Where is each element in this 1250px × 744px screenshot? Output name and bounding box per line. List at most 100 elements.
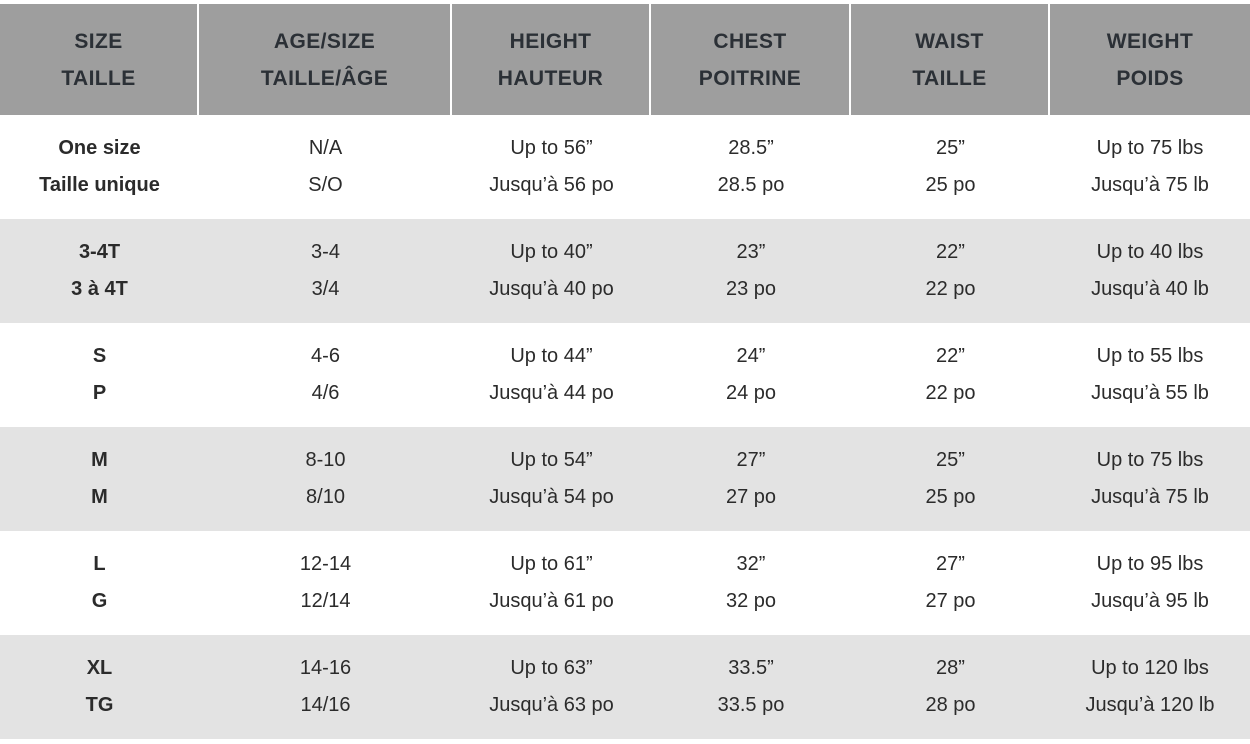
cell-size: XL TG — [0, 635, 199, 739]
cell-size-en: L — [93, 553, 106, 575]
cell-size-fr: 3 à 4T — [71, 278, 128, 300]
column-header-waist-fr: TAILLE — [912, 66, 987, 90]
cell-chest-fr: 32 po — [725, 590, 777, 612]
cell-waist-fr: 25 po — [925, 174, 976, 196]
cell-waist: 22” 22 po — [851, 323, 1050, 427]
column-header-age-en: AGE/SIZE — [273, 29, 376, 53]
cell-waist-fr: 28 po — [925, 694, 976, 716]
cell-age: 3-4 3/4 — [199, 219, 452, 323]
cell-weight-fr: Jusqu’à 75 lb — [1091, 486, 1209, 508]
cell-waist: 22” 22 po — [851, 219, 1050, 323]
cell-age: 12-14 12/14 — [199, 531, 452, 635]
cell-chest: 33.5” 33.5 po — [651, 635, 851, 739]
cell-weight-fr: Jusqu’à 120 lb — [1085, 694, 1215, 716]
column-header-weight-en: WEIGHT — [1106, 29, 1194, 53]
cell-age-en: 14-16 — [299, 657, 352, 679]
table-row: One size Taille unique N/A S/O Up to 56”… — [0, 115, 1250, 219]
cell-waist-fr: 22 po — [925, 382, 976, 404]
column-header-age: AGE/SIZE TAILLE/ÂGE — [199, 4, 452, 115]
cell-waist-en: 22” — [936, 345, 965, 367]
column-header-chest-fr: POITRINE — [698, 66, 802, 90]
cell-waist-fr: 27 po — [925, 590, 976, 612]
cell-height-en: Up to 44” — [510, 345, 593, 367]
cell-chest-fr: 28.5 po — [717, 174, 785, 196]
cell-weight-en: Up to 75 lbs — [1096, 449, 1204, 471]
cell-age: 8-10 8/10 — [199, 427, 452, 531]
cell-waist: 27” 27 po — [851, 531, 1050, 635]
cell-height: Up to 44” Jusqu’à 44 po — [452, 323, 651, 427]
cell-weight-fr: Jusqu’à 75 lb — [1091, 174, 1209, 196]
column-header-size-en: SIZE — [74, 29, 123, 53]
cell-height-fr: Jusqu’à 54 po — [489, 486, 614, 508]
cell-size: One size Taille unique — [0, 115, 199, 219]
cell-weight-fr: Jusqu’à 40 lb — [1091, 278, 1209, 300]
cell-chest: 27” 27 po — [651, 427, 851, 531]
table-row: 3-4T 3 à 4T 3-4 3/4 Up to 40” Jusqu’à 40… — [0, 219, 1250, 323]
cell-size-en: M — [91, 449, 108, 471]
cell-size-fr: P — [92, 382, 107, 404]
cell-chest-en: 28.5” — [728, 137, 774, 159]
cell-size-fr: Taille unique — [39, 174, 160, 196]
cell-waist: 25” 25 po — [851, 115, 1050, 219]
cell-height-en: Up to 56” — [510, 137, 593, 159]
cell-height: Up to 61” Jusqu’à 61 po — [452, 531, 651, 635]
cell-age-en: 4-6 — [311, 345, 340, 367]
cell-height-en: Up to 54” — [510, 449, 593, 471]
column-header-size-fr: TAILLE — [61, 66, 136, 90]
cell-waist: 25” 25 po — [851, 427, 1050, 531]
cell-age-en: 8-10 — [305, 449, 346, 471]
cell-size-en: S — [92, 345, 107, 367]
column-header-size: SIZE TAILLE — [0, 4, 199, 115]
cell-size-en: 3-4T — [78, 241, 121, 263]
cell-waist-en: 28” — [936, 657, 965, 679]
cell-waist-fr: 25 po — [925, 486, 976, 508]
cell-waist-fr: 22 po — [925, 278, 976, 300]
table-row: L G 12-14 12/14 Up to 61” Jusqu’à 61 po … — [0, 531, 1250, 635]
table-row: XL TG 14-16 14/16 Up to 63” Jusqu’à 63 p… — [0, 635, 1250, 739]
table-row: S P 4-6 4/6 Up to 44” Jusqu’à 44 po 24” … — [0, 323, 1250, 427]
cell-weight-en: Up to 75 lbs — [1096, 137, 1204, 159]
cell-waist-en: 25” — [936, 137, 965, 159]
cell-weight-fr: Jusqu’à 95 lb — [1091, 590, 1209, 612]
column-header-weight-fr: POIDS — [1116, 66, 1184, 90]
column-header-height: HEIGHT HAUTEUR — [452, 4, 651, 115]
cell-age-fr: 14/16 — [300, 694, 351, 716]
cell-height-en: Up to 61” — [510, 553, 593, 575]
column-header-waist: WAIST TAILLE — [851, 4, 1050, 115]
cell-age-fr: 12/14 — [300, 590, 351, 612]
cell-height-fr: Jusqu’à 61 po — [489, 590, 614, 612]
cell-size-en: One size — [58, 137, 141, 159]
cell-age: N/A S/O — [199, 115, 452, 219]
cell-chest-fr: 23 po — [725, 278, 777, 300]
cell-age-fr: S/O — [308, 174, 343, 196]
column-header-chest-en: CHEST — [713, 29, 787, 53]
cell-age-en: 12-14 — [299, 553, 352, 575]
cell-height: Up to 54” Jusqu’à 54 po — [452, 427, 651, 531]
cell-chest: 23” 23 po — [651, 219, 851, 323]
cell-height-fr: Jusqu’à 40 po — [489, 278, 614, 300]
cell-chest-fr: 24 po — [725, 382, 777, 404]
cell-size-fr: G — [91, 590, 108, 612]
cell-height-en: Up to 40” — [510, 241, 593, 263]
column-header-height-fr: HAUTEUR — [497, 66, 604, 90]
cell-age-en: 3-4 — [311, 241, 340, 263]
cell-height: Up to 56” Jusqu’à 56 po — [452, 115, 651, 219]
cell-waist: 28” 28 po — [851, 635, 1050, 739]
cell-weight: Up to 120 lbs Jusqu’à 120 lb — [1050, 635, 1250, 739]
cell-weight-en: Up to 120 lbs — [1091, 657, 1209, 679]
cell-height-en: Up to 63” — [510, 657, 593, 679]
cell-size: 3-4T 3 à 4T — [0, 219, 199, 323]
cell-height-fr: Jusqu’à 56 po — [489, 174, 614, 196]
cell-weight: Up to 55 lbs Jusqu’à 55 lb — [1050, 323, 1250, 427]
cell-size-fr: M — [91, 486, 108, 508]
cell-size-fr: TG — [85, 694, 114, 716]
cell-chest-fr: 33.5 po — [717, 694, 785, 716]
cell-chest: 28.5” 28.5 po — [651, 115, 851, 219]
cell-weight-en: Up to 55 lbs — [1096, 345, 1204, 367]
cell-age-fr: 4/6 — [311, 382, 340, 404]
cell-weight-en: Up to 95 lbs — [1096, 553, 1204, 575]
cell-height-fr: Jusqu’à 63 po — [489, 694, 614, 716]
cell-age-fr: 3/4 — [311, 278, 340, 300]
cell-height: Up to 40” Jusqu’à 40 po — [452, 219, 651, 323]
cell-chest: 24” 24 po — [651, 323, 851, 427]
